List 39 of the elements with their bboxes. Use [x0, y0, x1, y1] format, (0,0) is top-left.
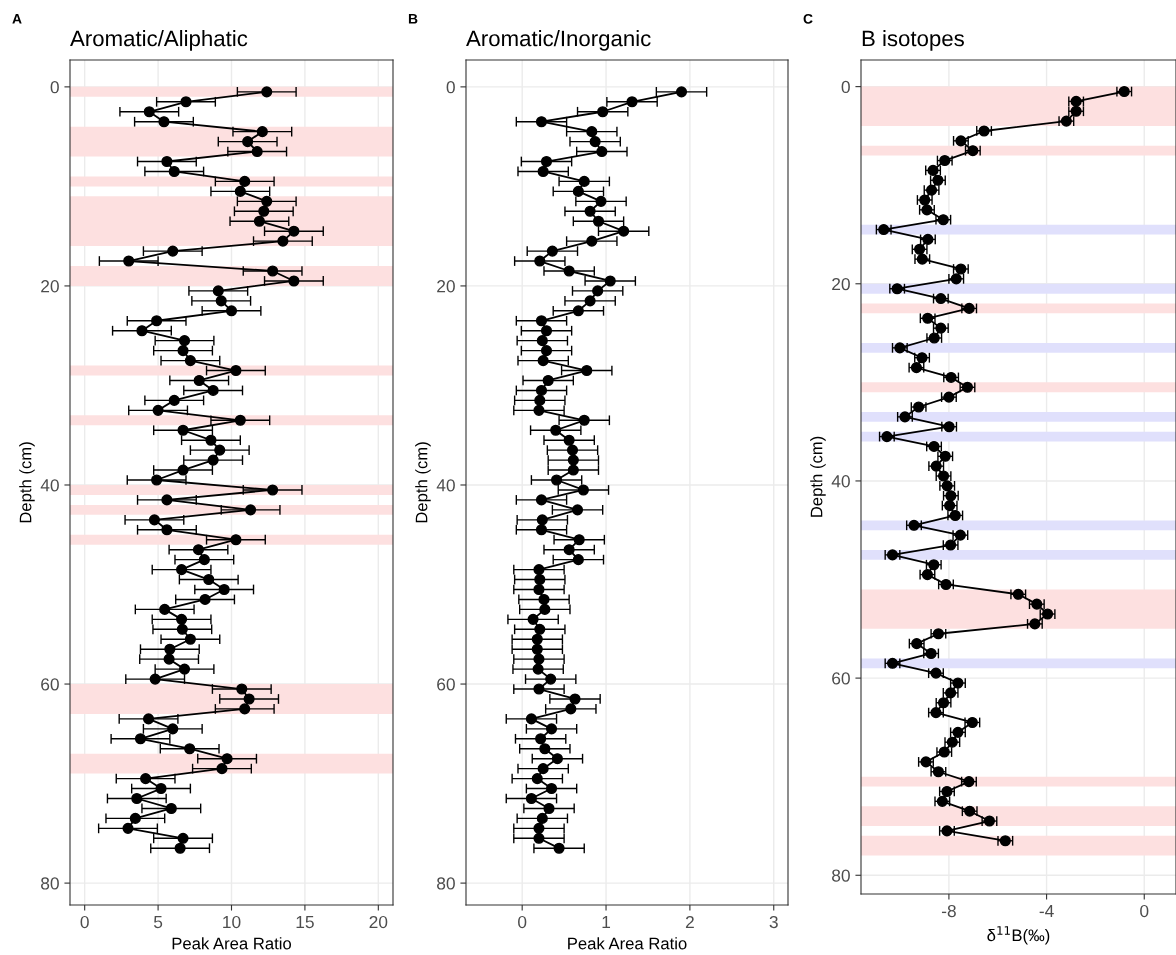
y-tick-label: 80	[437, 877, 455, 890]
x-tick-label: 0	[1140, 904, 1149, 918]
x-axis-title: Peak Area Ratio	[568, 937, 687, 950]
text: B	[408, 14, 418, 24]
x-axis-title: δ$^{11}$B(‰)	[987, 926, 1050, 945]
y-tick-label: 60	[832, 672, 850, 685]
chart-title: B isotopes	[862, 30, 964, 51]
y-tick-label: 60	[41, 678, 59, 691]
text: C	[803, 13, 813, 24]
x-tick-label: 2	[685, 915, 694, 928]
text: A	[12, 14, 22, 24]
y-tick-label: 40	[40, 479, 59, 492]
x-tick-label: 5	[153, 916, 163, 929]
x-tick-label: 15	[296, 916, 314, 929]
y-tick-label: 40	[436, 479, 455, 492]
y-tick-label: 20	[832, 277, 850, 291]
y-tick-label: 80	[832, 869, 850, 882]
y-axis-title: Depth (cm)	[19, 442, 35, 523]
x-axis-title: Peak Area Ratio	[172, 937, 292, 950]
y-tick-label: 0	[446, 81, 455, 94]
x-tick-label: 3	[769, 915, 778, 929]
y-tick-label: 80	[41, 877, 59, 890]
x-tick-label: 20	[369, 915, 388, 929]
y-axis-title: Depth (cm)	[810, 436, 826, 517]
x-tick-label: 1	[602, 916, 611, 928]
y-axis-title: Depth (cm)	[415, 442, 431, 523]
y-tick-label: 20	[437, 280, 455, 293]
x-tick-label: 0	[518, 915, 527, 929]
x-tick-label: 10	[223, 915, 241, 929]
x-tick-label: 0	[80, 915, 89, 929]
y-tick-label: 60	[437, 678, 455, 691]
y-tick-label: 0	[841, 80, 850, 94]
y-tick-label: 0	[50, 81, 59, 94]
y-tick-label: 40	[831, 475, 850, 488]
x-tick-label: -8	[941, 904, 956, 918]
chart-title: Aromatic/Aliphatic	[70, 30, 248, 51]
chart-title: Aromatic/Inorganic	[466, 30, 651, 51]
x-tick-label: -4	[1039, 905, 1054, 917]
y-tick-label: 20	[41, 280, 59, 293]
